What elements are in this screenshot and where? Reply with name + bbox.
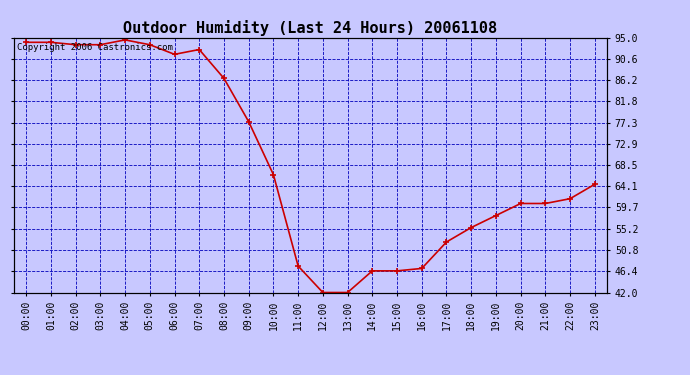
Title: Outdoor Humidity (Last 24 Hours) 20061108: Outdoor Humidity (Last 24 Hours) 2006110…	[124, 20, 497, 36]
Text: Copyright 2006 Castronics.com: Copyright 2006 Castronics.com	[17, 43, 172, 52]
